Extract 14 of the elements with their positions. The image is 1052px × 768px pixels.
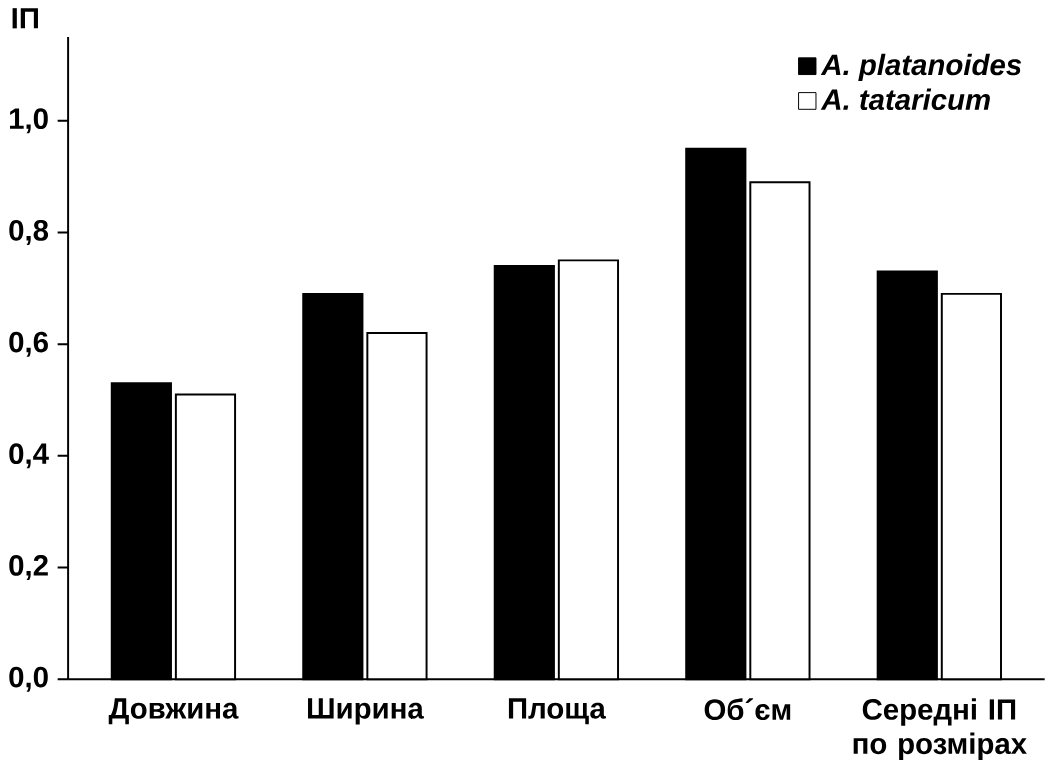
y-tick-label: 1,0 [10,108,48,134]
y-tick-label: 0,4 [9,443,49,469]
legend-label: A. tataricum [820,88,990,110]
x-tick-label: Площа [508,698,606,725]
y-axis-title: ІП [12,8,38,29]
y-tick-label: 0,0 [9,666,48,692]
x-tick-label: Об´єм [704,698,791,721]
y-tick-label: 0,6 [9,331,48,357]
y-tick-label: 0,2 [9,554,48,580]
y-tick-label: 0,8 [9,219,49,245]
x-tick-label: Довжина [108,698,239,725]
legend-label: A. platanoides [820,53,1022,82]
x-tick-label: Середні ІП по розмірах [853,698,1027,760]
x-tick-label: Ширина [308,698,424,725]
